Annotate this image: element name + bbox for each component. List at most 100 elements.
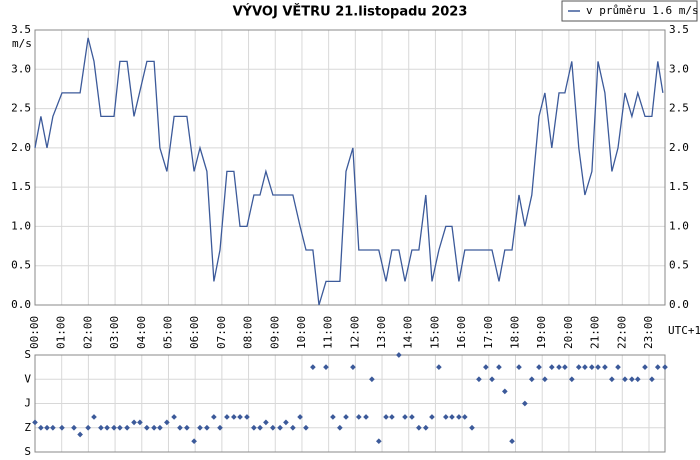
direction-point [629, 376, 635, 383]
direction-point [171, 414, 177, 420]
direction-point [649, 376, 655, 383]
direction-point [469, 424, 475, 431]
direction-point [509, 438, 515, 445]
x-tick-label: 09:00 [268, 316, 281, 349]
direction-point [409, 414, 415, 420]
direction-point [191, 438, 197, 445]
direction-point [330, 414, 336, 420]
x-tick-label: 07:00 [215, 316, 228, 349]
direction-point [389, 414, 395, 420]
y-tick-label: 2.5 [11, 102, 31, 115]
direction-point [516, 364, 522, 370]
direction-point [575, 364, 582, 370]
direction-point [536, 364, 542, 370]
y-tick-label: 2.0 [11, 141, 31, 154]
direction-point [602, 364, 608, 370]
direction-point [104, 424, 110, 431]
x-tick-label: 11:00 [322, 316, 335, 349]
legend-label: v průměru 1.6 m/s [586, 4, 699, 17]
direction-point [569, 376, 575, 383]
direction-point [436, 364, 442, 370]
plot-frame [34, 354, 666, 453]
direction-point [355, 414, 362, 420]
y-tick-label: J [24, 397, 31, 410]
direction-point [144, 424, 150, 431]
direction-point [251, 424, 257, 431]
legend: v průměru 1.6 m/s [561, 0, 699, 22]
direction-point [164, 419, 170, 426]
x-tick-label: 06:00 [188, 316, 201, 349]
wind-speed-line [34, 37, 664, 306]
direction-point [337, 424, 343, 431]
y-tick-label: 1.0 [11, 219, 31, 232]
direction-point [303, 424, 309, 431]
direction-point [443, 414, 449, 420]
y-tick-label-right: 2.5 [669, 102, 689, 115]
legend-box [561, 0, 698, 22]
direction-point [556, 364, 562, 370]
direction-point [71, 424, 77, 431]
direction-point [91, 414, 97, 420]
x-tick-label: 10:00 [295, 316, 308, 349]
direction-point [622, 376, 628, 383]
x-tick-label: 16:00 [455, 316, 468, 349]
direction-point [483, 364, 489, 370]
direction-point [429, 414, 435, 420]
direction-point [350, 364, 356, 370]
direction-point [662, 364, 668, 370]
direction-point [77, 431, 83, 438]
chart-title: VÝVOJ VĚTRU 21.listopadu 2023 [233, 4, 468, 20]
y-tick-label-right: 1.0 [669, 219, 689, 232]
direction-point [224, 414, 230, 420]
x-tick-label: 05:00 [161, 316, 174, 349]
y-tick-label: Z [24, 421, 31, 434]
direction-point [263, 419, 269, 426]
direction-point [542, 376, 548, 383]
direction-point [522, 400, 528, 407]
direction-point [363, 414, 369, 420]
plot-frame [34, 29, 666, 306]
x-tick-label: 12:00 [348, 316, 361, 349]
direction-point [528, 376, 535, 383]
x-tick-label: 13:00 [375, 316, 388, 349]
x-tick-label: 20:00 [562, 316, 575, 349]
direction-point [496, 364, 502, 370]
x-tick-label: 23:00 [642, 316, 655, 349]
x-tick-label: 00:00 [28, 316, 41, 349]
direction-point [642, 364, 648, 370]
direction-point [197, 424, 203, 431]
y-tick-label: 3.5 [11, 23, 31, 36]
direction-point [422, 424, 429, 431]
y-tick-label: S [24, 348, 31, 361]
direction-point [416, 424, 422, 431]
direction-point [211, 414, 217, 420]
direction-point [609, 376, 615, 383]
x-tick-label: 19:00 [535, 316, 548, 349]
direction-point [376, 438, 382, 445]
direction-point [124, 424, 130, 431]
direction-point [244, 414, 250, 420]
x-tick-label: 22:00 [615, 316, 628, 349]
direction-point [204, 424, 210, 431]
y-tick-label: 3.0 [11, 62, 31, 75]
direction-point [270, 424, 276, 431]
y-tick-label: V [24, 372, 31, 385]
x-tick-label: 08:00 [242, 316, 255, 349]
direction-point [449, 414, 455, 420]
direction-point [562, 364, 568, 370]
direction-point [310, 364, 316, 370]
direction-point [117, 424, 123, 431]
x-tick-label: 21:00 [589, 316, 602, 349]
direction-point [615, 364, 621, 370]
direction-point [548, 364, 555, 370]
direction-point [396, 352, 402, 358]
direction-point [654, 364, 661, 370]
y-axis-label: m/s [12, 37, 32, 50]
direction-point [634, 376, 641, 383]
direction-point [595, 364, 601, 370]
y-tick-label-right: 1.5 [669, 180, 689, 193]
direction-point [184, 424, 190, 431]
y-tick-label: 1.5 [11, 180, 31, 193]
